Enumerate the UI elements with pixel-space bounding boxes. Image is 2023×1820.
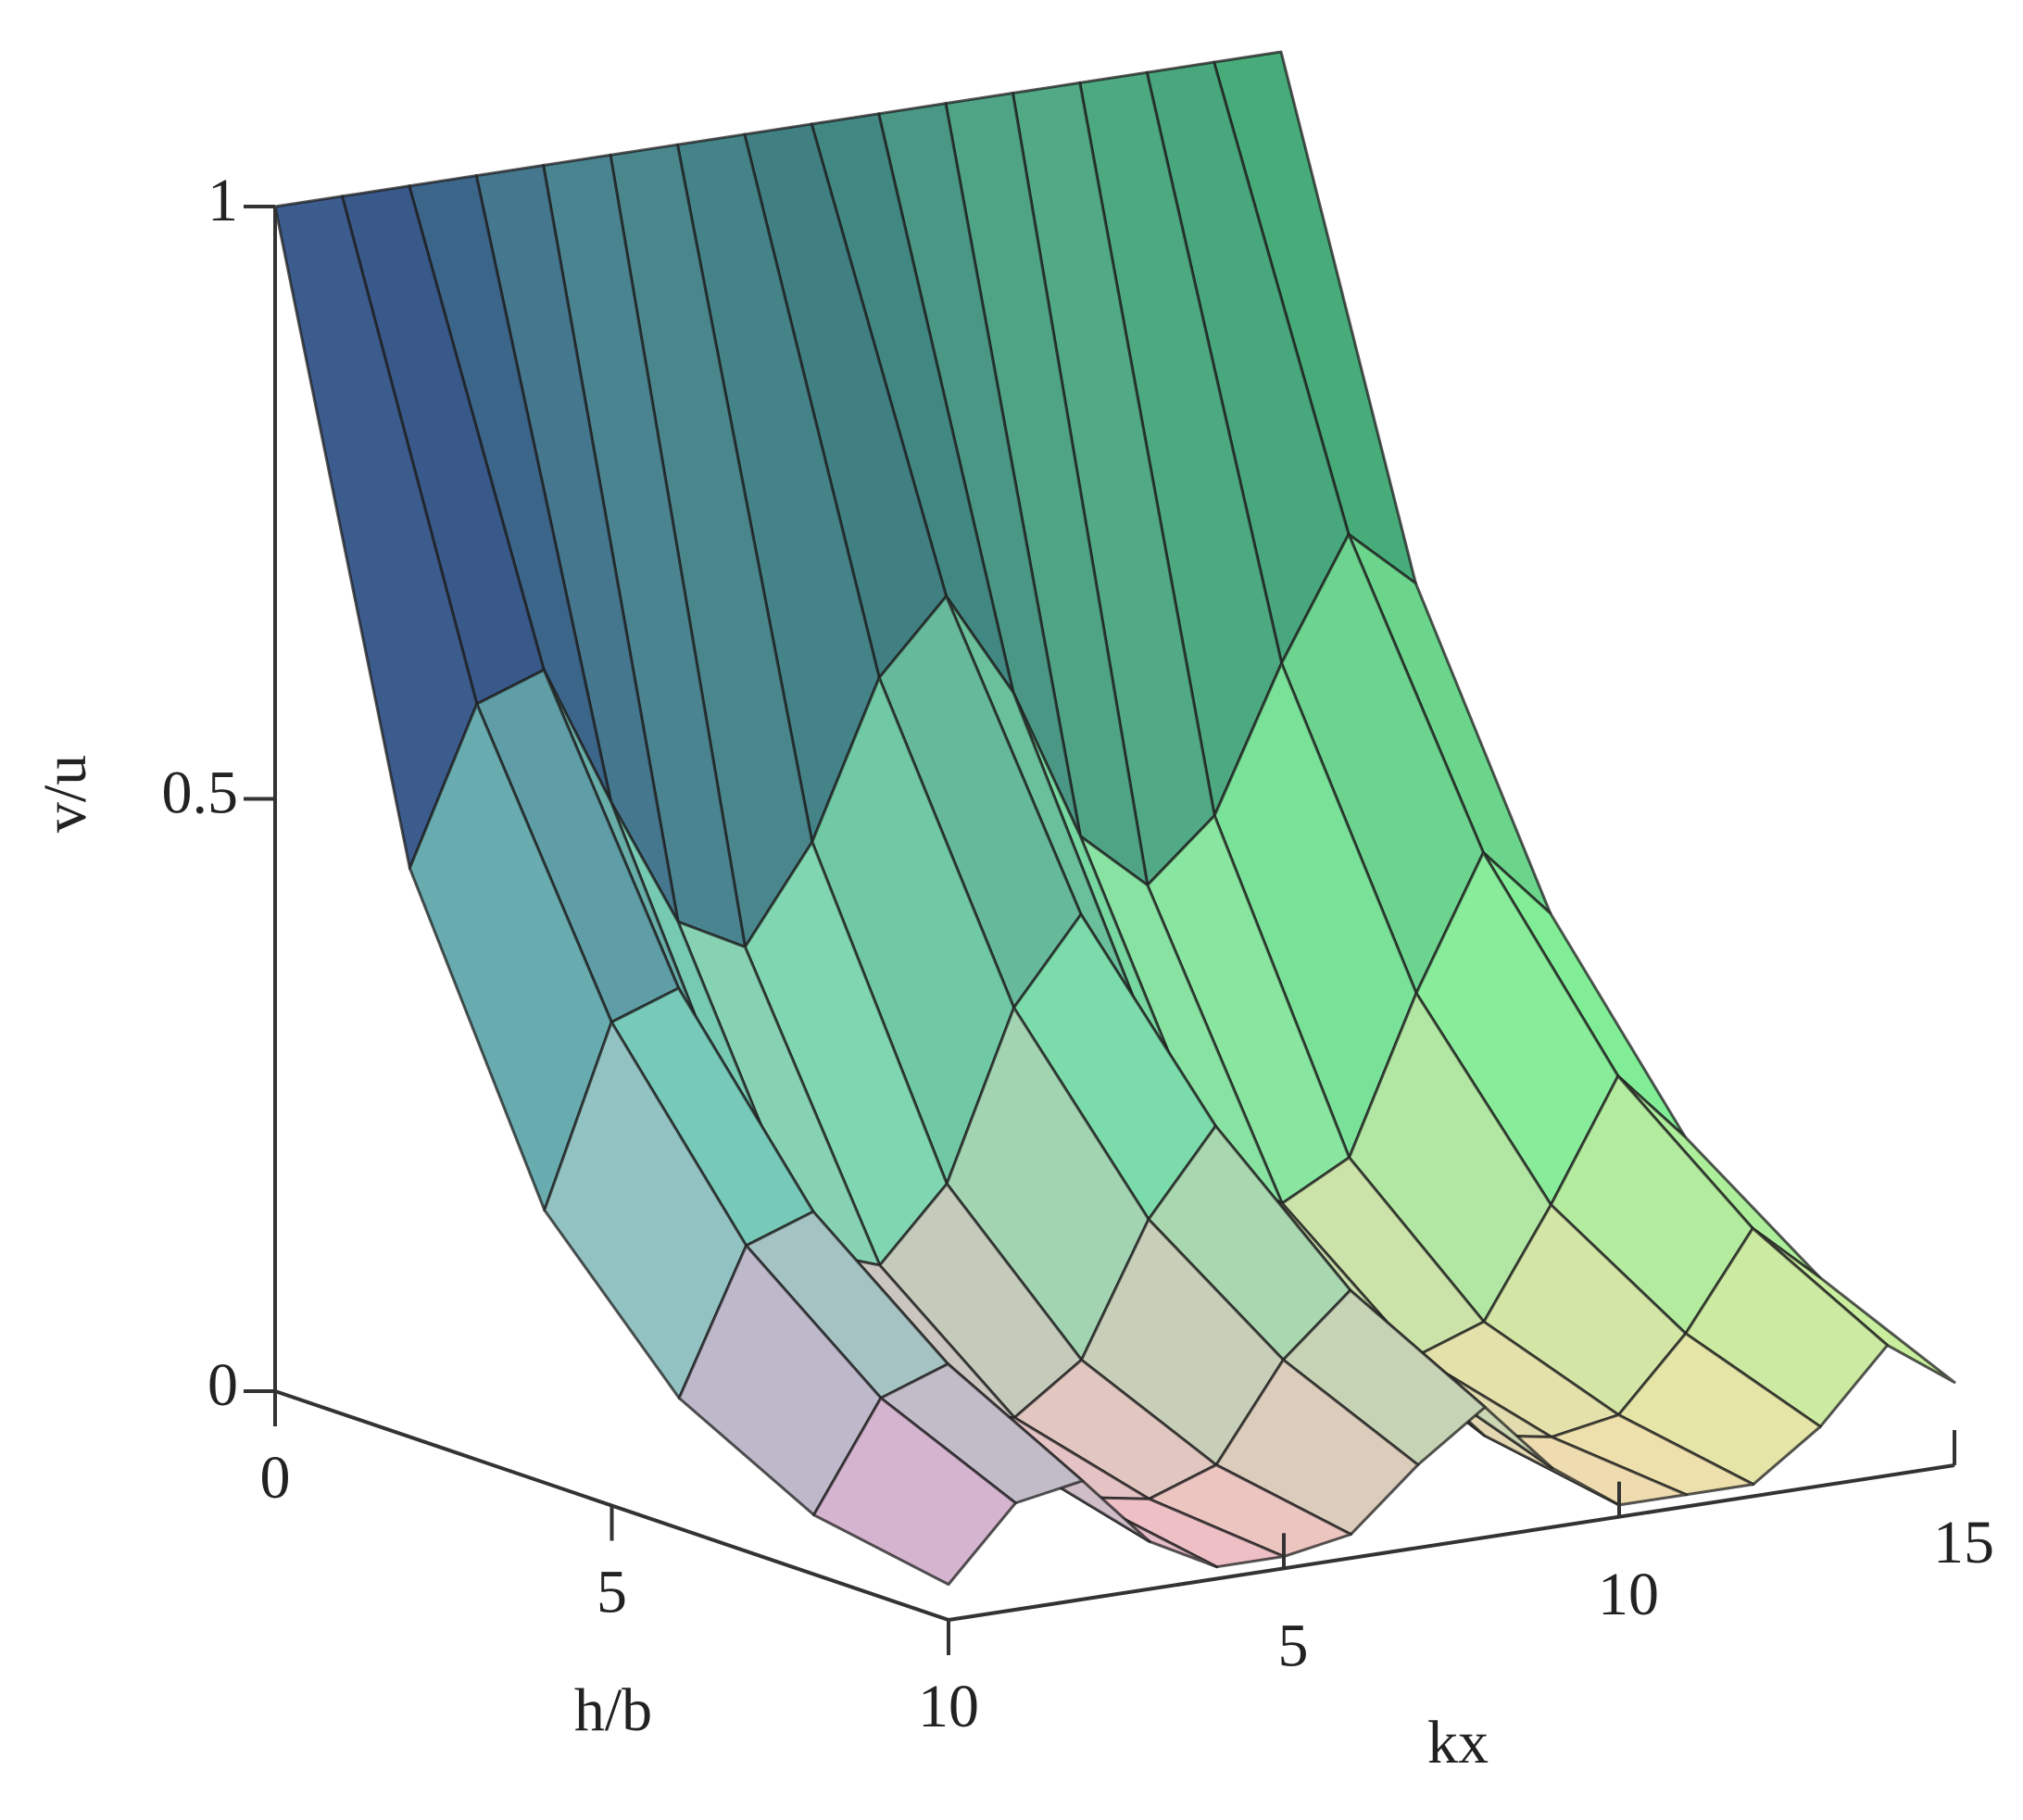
y-axis-label: h/b — [574, 1676, 652, 1744]
z-tick-label: 0.5 — [162, 759, 239, 827]
x-tick-label: 10 — [1598, 1561, 1659, 1628]
surface — [273, 50, 1956, 1587]
x-axis-label: kx — [1427, 1709, 1489, 1776]
x-axis — [948, 1463, 1955, 1622]
x-tick-label: 15 — [1933, 1509, 1994, 1576]
z-tick-label: 1 — [207, 167, 238, 234]
surface-patch — [812, 1396, 1017, 1587]
y-tick-label: 0 — [260, 1444, 291, 1512]
z-axis-label: v/u — [31, 755, 99, 833]
x-tick-label: 5 — [1278, 1612, 1309, 1679]
y-tick-label: 5 — [597, 1559, 627, 1626]
y-tick-label: 10 — [918, 1673, 979, 1740]
z-tick-label: 0 — [207, 1351, 238, 1419]
